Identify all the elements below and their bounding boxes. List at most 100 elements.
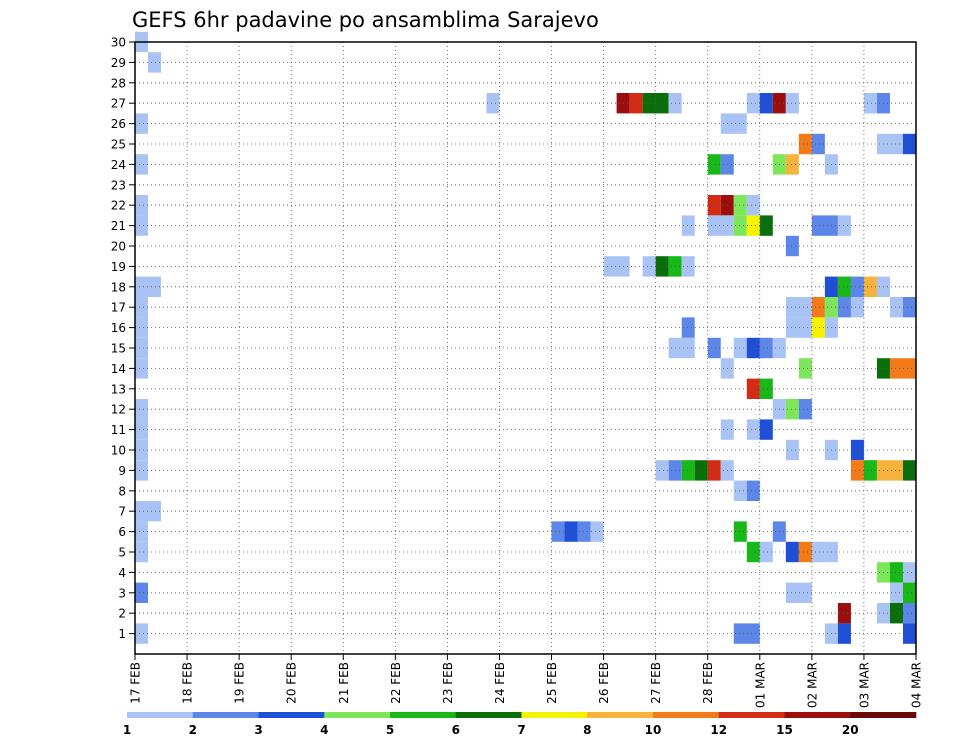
heatmap-cell — [681, 256, 695, 277]
x-tick-label: 22 FEB — [389, 662, 403, 704]
x-tick-label: 18 FEB — [181, 662, 195, 704]
heatmap-cell — [850, 439, 864, 461]
colorbar-label: 10 — [645, 723, 662, 737]
heatmap-cell — [798, 133, 812, 155]
heatmap-cell — [733, 521, 747, 542]
heatmap-cell — [733, 337, 747, 359]
colorbar-label: 8 — [583, 723, 591, 737]
heatmap-cell — [889, 297, 903, 318]
heatmap-cell — [681, 460, 695, 481]
heatmap-cell — [148, 52, 162, 73]
heatmap-cell — [811, 133, 825, 155]
colorbar-swatch — [258, 712, 325, 718]
heatmap-cell — [135, 215, 149, 236]
colorbar-label: 20 — [842, 723, 859, 737]
heatmap-cell — [837, 623, 851, 644]
heatmap-cell — [785, 235, 799, 257]
heatmap-cell — [811, 297, 825, 318]
heatmap-cell — [863, 276, 877, 297]
heatmap-cell — [746, 419, 760, 440]
y-tick-label: 20 — [111, 240, 126, 254]
heatmap-cell — [681, 215, 695, 236]
colorbar-swatch — [521, 712, 588, 718]
y-tick-label: 1 — [118, 627, 126, 641]
x-tick-label: 24 FEB — [493, 662, 507, 704]
y-tick-label: 2 — [118, 607, 126, 621]
heatmap-cell — [135, 154, 149, 175]
heatmap-cell — [837, 276, 851, 297]
heatmap-cell — [902, 133, 916, 155]
heatmap-cell — [486, 93, 500, 114]
x-tick-label: 23 FEB — [441, 662, 455, 704]
heatmap-cell — [811, 215, 838, 236]
heatmap-cell — [746, 541, 760, 563]
heatmap-cell — [759, 541, 773, 563]
x-tick-label: 26 FEB — [597, 662, 611, 704]
y-tick-label: 30 — [111, 36, 126, 50]
heatmap-cell — [135, 195, 149, 216]
colorbar-label: 15 — [776, 723, 793, 737]
y-tick-label: 21 — [111, 219, 126, 233]
y-axis: 1234567891011121314151617181920212223242… — [111, 36, 135, 641]
heatmap-cell — [135, 317, 149, 338]
heatmap-cell — [850, 297, 864, 318]
y-tick-label: 11 — [111, 423, 126, 437]
colorbar-swatch — [192, 712, 259, 718]
y-tick-label: 23 — [111, 178, 126, 192]
heatmap-cell — [135, 276, 162, 297]
heatmap-cell — [135, 541, 149, 563]
heatmap-cell — [889, 358, 903, 379]
heatmap-cell — [798, 358, 812, 379]
heatmap-cell — [837, 297, 851, 318]
heatmap-cell — [902, 582, 916, 603]
colorbar-label: 1 — [123, 723, 131, 737]
y-tick-label: 7 — [118, 505, 126, 519]
y-tick-label: 29 — [111, 56, 126, 70]
heatmap-cell — [135, 521, 149, 542]
heatmap-cell — [746, 215, 760, 236]
heatmap-cell — [785, 582, 812, 603]
colorbar-label: 7 — [517, 723, 525, 737]
y-tick-label: 10 — [111, 444, 126, 458]
x-tick-label: 21 FEB — [337, 662, 351, 704]
heatmap-cell — [850, 276, 864, 297]
heatmap-cell — [876, 460, 903, 481]
colorbar-swatch — [587, 712, 654, 718]
heatmap-cell — [590, 521, 604, 542]
heatmap-cell — [889, 582, 903, 603]
heatmap-cell — [902, 358, 916, 379]
x-tick-label: 01 MAR — [753, 662, 767, 708]
heatmap-cell — [902, 562, 916, 583]
heatmap-cell — [889, 562, 903, 583]
heatmap-cell — [759, 378, 773, 399]
heatmap-cell — [577, 521, 591, 542]
x-tick-label: 17 FEB — [129, 662, 143, 704]
colorbar-label: 3 — [254, 723, 262, 737]
heatmap-cell — [135, 623, 149, 644]
heatmap-cell — [733, 215, 747, 236]
heatmap-cell — [135, 582, 149, 603]
heatmap-cell — [707, 154, 721, 175]
heatmap-cell — [733, 623, 760, 644]
x-tick-label: 02 MAR — [805, 662, 819, 708]
heatmap-cell — [135, 460, 149, 481]
x-tick-label: 19 FEB — [233, 662, 247, 704]
heatmap-cells — [135, 31, 916, 644]
heatmap-cell — [746, 195, 760, 216]
heatmap-cell — [876, 133, 903, 155]
heatmap-cell — [785, 317, 812, 338]
heatmap-cell — [785, 93, 799, 114]
heatmap-cell — [902, 603, 916, 624]
heatmap-cell — [694, 460, 708, 481]
heatmap-cell — [707, 337, 721, 359]
y-tick-label: 5 — [118, 546, 126, 560]
colorbar-label: 4 — [320, 723, 328, 737]
heatmap-cell — [798, 541, 812, 563]
heatmap-cell — [837, 603, 851, 624]
y-tick-label: 9 — [118, 464, 126, 478]
heatmap-cell — [759, 215, 773, 236]
heatmap-cell — [785, 541, 799, 563]
colorbar-label: 2 — [189, 723, 197, 737]
y-tick-label: 12 — [111, 403, 126, 417]
